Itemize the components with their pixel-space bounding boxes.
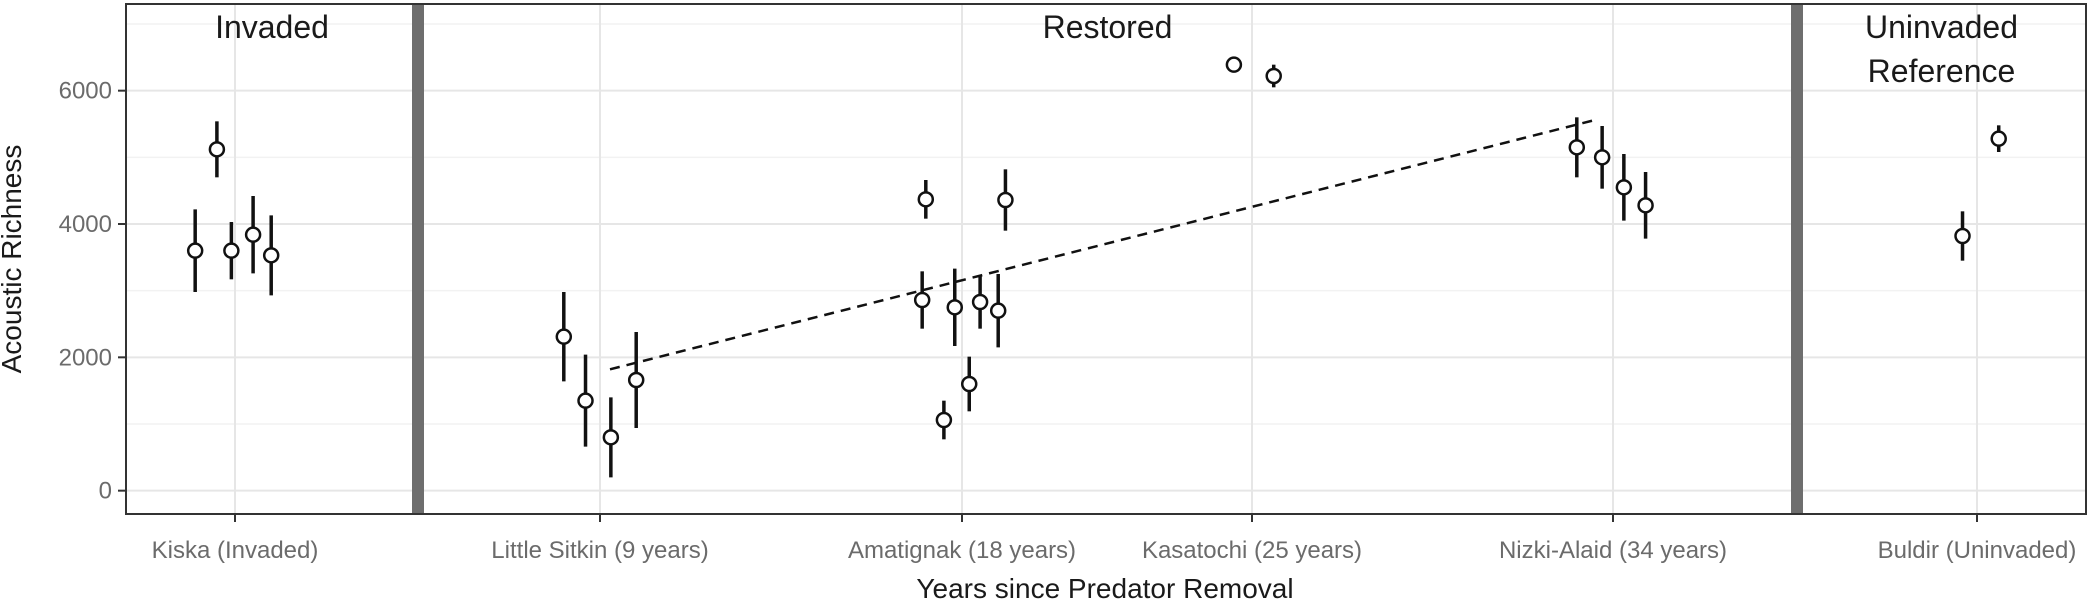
axes: 0 2000 4000 6000 Kiska (Invaded) Little Sitki… [59, 78, 2077, 564]
data-point [1637, 197, 1654, 214]
data-point [997, 191, 1014, 209]
data-point [244, 226, 262, 243]
x-tick-label: Kasatochi (25 years) [1142, 537, 1362, 564]
panel-label: Restored [1043, 9, 1173, 45]
error-bars [193, 60, 2001, 478]
panel-label: Uninvaded [1865, 9, 2018, 45]
data-point [1265, 67, 1282, 85]
data-point [935, 411, 953, 429]
panel-label: Invaded [215, 9, 329, 45]
x-tick-label: Kiska (Invaded) [152, 537, 319, 564]
data-point [1593, 149, 1611, 166]
data-point [555, 328, 573, 345]
data-point [913, 291, 931, 309]
data-point [946, 299, 964, 316]
panel-dividers [412, 4, 1803, 514]
data-point [208, 141, 226, 158]
x-tick-label: Nizki-Alaid (34 years) [1499, 537, 1727, 564]
data-point [1225, 56, 1243, 73]
x-tick-label: Amatignak (18 years) [848, 537, 1076, 564]
data-point [577, 392, 594, 409]
data-point [960, 375, 978, 393]
data-point [1954, 227, 1971, 245]
y-tick-label: 6000 [59, 78, 112, 105]
data-point [917, 191, 935, 208]
panel-label: Reference [1868, 53, 2016, 89]
grid-lines [126, 4, 2086, 514]
x-axis-title: Years since Predator Removal [916, 573, 1293, 604]
data-point [971, 293, 989, 311]
x-tick-label: Buldir (Uninvaded) [1878, 537, 2077, 564]
data-point [262, 247, 280, 264]
panel-labels: Invaded Restored Uninvaded Reference [215, 9, 2018, 89]
plot-frame [125, 3, 2087, 515]
x-tick-label: Little Sitkin (9 years) [491, 537, 708, 564]
data-point [1615, 179, 1633, 196]
data-points [186, 56, 2007, 446]
data-point [627, 371, 645, 389]
data-point [223, 242, 240, 259]
y-tick-label: 0 [99, 478, 112, 505]
data-point [602, 429, 620, 446]
y-axis-title: Acoustic Richness [0, 145, 27, 374]
y-tick-label: 2000 [59, 344, 112, 371]
data-point [989, 302, 1007, 319]
data-point [1568, 139, 1586, 156]
y-tick-label: 4000 [59, 211, 112, 238]
data-point [1990, 130, 2007, 147]
data-point [186, 242, 204, 259]
